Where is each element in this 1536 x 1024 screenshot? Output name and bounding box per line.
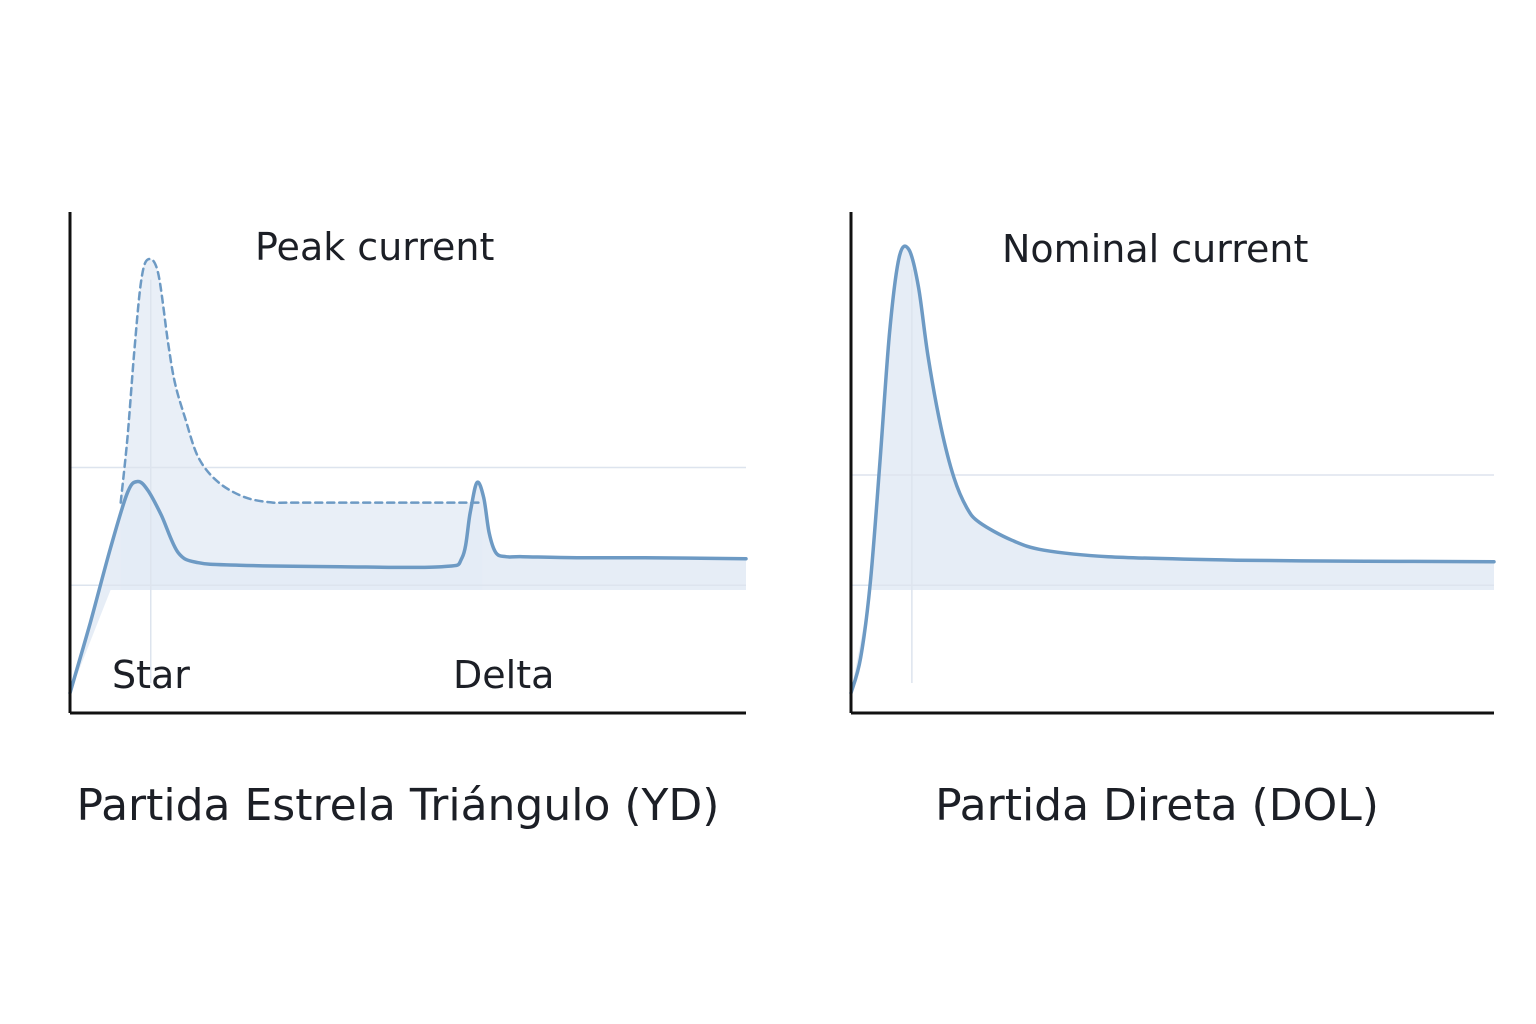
fill-layer xyxy=(851,246,1494,694)
chart-panel-yd: Peak current Star Delta Partida Estrela … xyxy=(68,212,748,831)
delta-annotation: Delta xyxy=(453,653,554,697)
current-area-fill xyxy=(851,246,1494,694)
chart-caption-yd: Partida Estrela Triángulo (YD) xyxy=(77,780,720,831)
current-line xyxy=(68,479,748,695)
peak-current-annotation: Peak current xyxy=(255,225,494,269)
dashed-current-line xyxy=(119,257,484,505)
current-line xyxy=(849,244,1496,695)
fill-layer xyxy=(70,258,746,693)
series-layer xyxy=(68,257,748,695)
current-area-fill xyxy=(70,481,746,693)
chart-caption-dol: Partida Direta (DOL) xyxy=(935,780,1379,831)
nominal-current-annotation: Nominal current xyxy=(1002,227,1308,271)
chart-panel-dol: Nominal current Partida Direta (DOL) xyxy=(849,212,1496,831)
series-layer xyxy=(849,244,1496,695)
reference-lines xyxy=(851,269,1494,683)
peak-area-fill xyxy=(120,258,483,590)
star-annotation: Star xyxy=(112,653,190,697)
reference-lines xyxy=(70,279,746,683)
